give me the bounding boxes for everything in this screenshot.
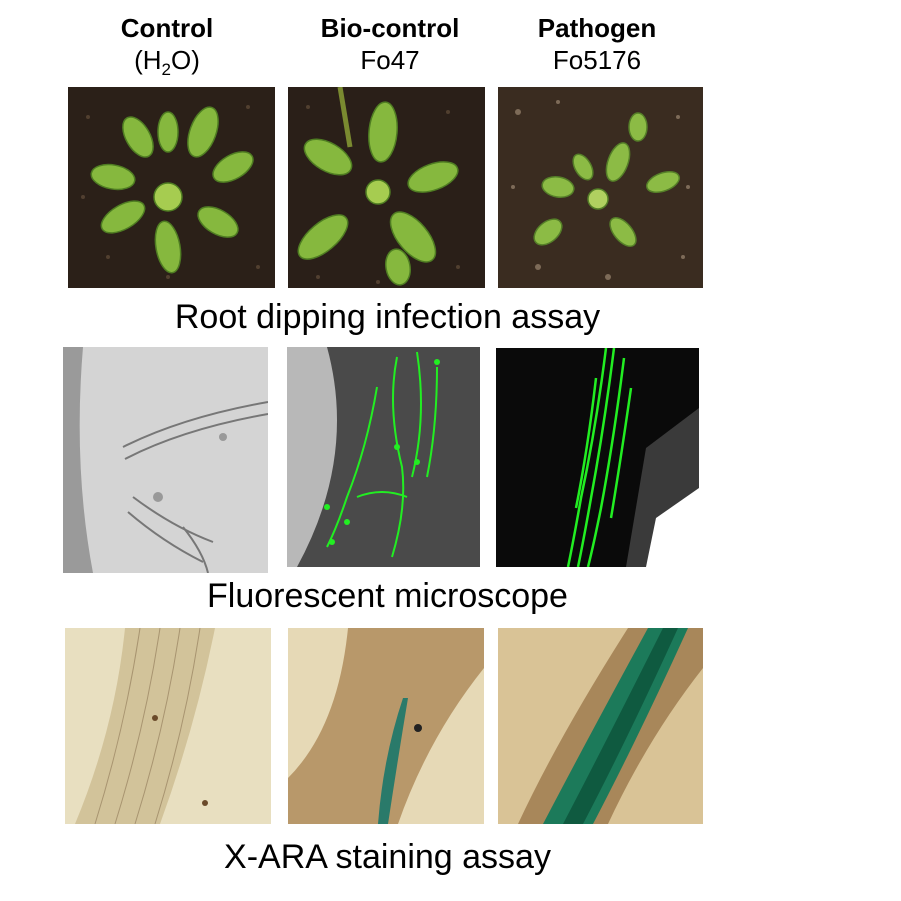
- microscope-image-control: [63, 347, 268, 573]
- row-label-fluorescent: Fluorescent microscope: [207, 577, 568, 615]
- staining-image-pathogen: [498, 628, 703, 824]
- column-header-control: Control (H2O): [67, 12, 267, 86]
- column-title: Pathogen: [537, 13, 657, 43]
- column-header-biocontrol: Bio-control Fo47: [290, 12, 490, 76]
- column-subtitle: Fo5176: [552, 45, 642, 75]
- column-header-pathogen: Pathogen Fo5176: [497, 12, 697, 76]
- plant-illustration: [288, 87, 485, 288]
- plant-photo-biocontrol: [288, 87, 485, 288]
- microscope-image-pathogen: [496, 348, 699, 567]
- column-title: Bio-control: [320, 13, 460, 43]
- plant-photo-pathogen: [498, 87, 703, 288]
- column-subtitle: (H2O): [134, 45, 200, 80]
- plant-illustration: [68, 87, 275, 288]
- staining-image-biocontrol: [288, 628, 484, 824]
- stain-illustration: [498, 628, 703, 824]
- fluorescence-illustration: [496, 348, 699, 567]
- brightfield-illustration: [63, 347, 268, 573]
- row-label-staining: X-ARA staining assay: [224, 838, 551, 876]
- column-title: Control: [120, 13, 214, 43]
- stain-illustration: [288, 628, 484, 824]
- plant-photo-control: [68, 87, 275, 288]
- staining-image-control: [65, 628, 271, 824]
- fluorescence-illustration: [287, 347, 480, 567]
- row-label-root-dipping: Root dipping infection assay: [174, 298, 601, 336]
- column-subtitle: Fo47: [360, 45, 420, 75]
- plant-illustration: [498, 87, 703, 288]
- stain-illustration: [65, 628, 271, 824]
- microscope-image-biocontrol: [287, 347, 480, 567]
